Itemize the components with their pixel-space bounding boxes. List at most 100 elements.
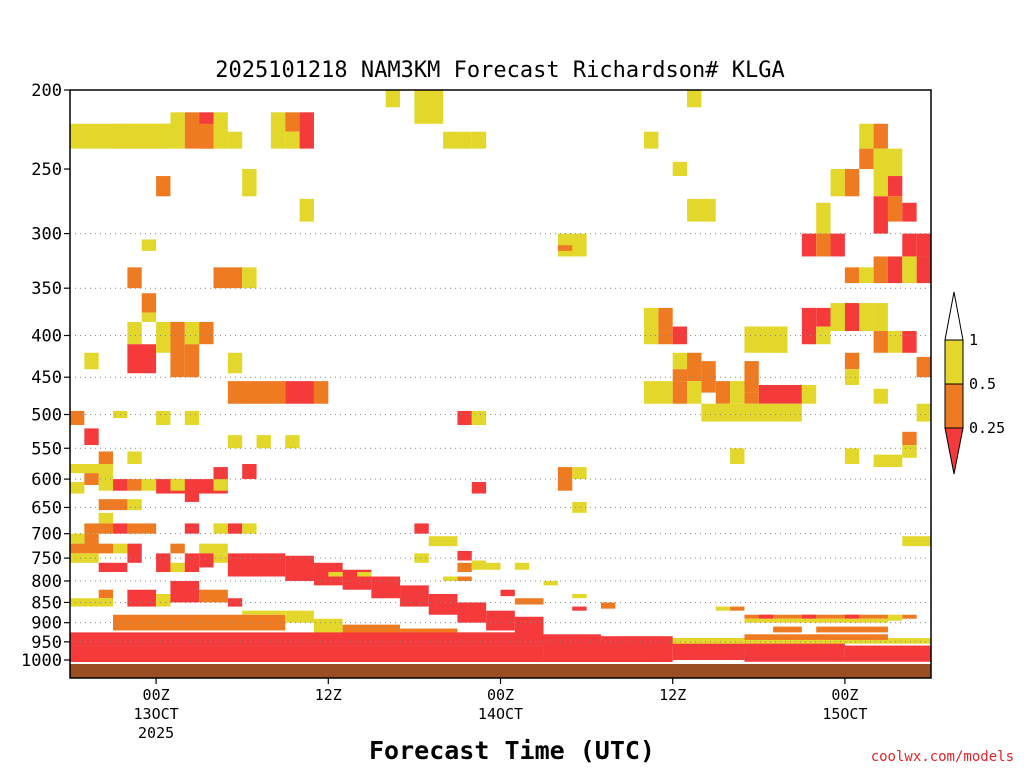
heat-cell	[113, 479, 128, 491]
x-tick-label: 12Z	[315, 686, 342, 704]
y-tick-label: 850	[31, 593, 62, 613]
heat-cell	[313, 618, 343, 635]
heat-cell	[902, 431, 917, 446]
heat-cell	[471, 410, 487, 425]
heat-cell	[672, 369, 688, 382]
heat-cell	[184, 344, 200, 378]
heat-cell	[758, 384, 802, 404]
heat-cell	[98, 562, 128, 573]
heat-cell	[844, 614, 860, 619]
heat-cell	[70, 553, 99, 563]
heat-cell	[127, 267, 142, 289]
heat-cell	[113, 523, 128, 534]
heat-cell	[443, 576, 458, 581]
heat-cell	[170, 543, 185, 554]
heat-cell	[644, 381, 673, 404]
heat-cell	[98, 589, 114, 599]
heatmap-cells	[70, 90, 931, 678]
heat-cell	[299, 112, 314, 149]
colorbar-legend: 1 0.5 0.25	[944, 291, 1005, 475]
heat-cell	[873, 256, 888, 284]
heat-cell	[672, 161, 688, 177]
heat-cell	[557, 233, 587, 257]
heat-cell	[242, 523, 257, 534]
heat-cell	[887, 256, 903, 284]
heat-cell	[801, 384, 817, 404]
heat-cell	[873, 388, 888, 404]
ground-layer	[70, 664, 931, 678]
heat-cell	[902, 256, 917, 284]
heat-cell	[644, 307, 659, 332]
heat-cell	[227, 523, 243, 534]
heat-cell	[500, 589, 515, 597]
heat-cell	[572, 606, 587, 611]
heat-cell	[184, 523, 200, 534]
heat-cell	[687, 90, 702, 108]
heat-cell	[902, 202, 917, 222]
heat-cell	[830, 303, 845, 332]
heat-cell	[816, 307, 831, 327]
heat-cell	[644, 131, 659, 149]
x-axis-label: Forecast Time (UTC)	[369, 736, 655, 765]
x-tick-label: 12Z	[659, 686, 686, 704]
y-tick-label: 550	[31, 439, 62, 459]
heat-cell	[184, 553, 200, 573]
y-tick-label: 500	[31, 406, 62, 426]
heat-cell	[486, 562, 501, 570]
heat-cell	[285, 131, 300, 149]
heat-cell	[285, 610, 314, 623]
colorbar-tick-label: 0.25	[969, 419, 1005, 437]
heat-cell	[801, 307, 817, 345]
heat-cell	[242, 267, 257, 289]
heat-cell	[457, 562, 472, 573]
y-tick-label: 750	[31, 549, 62, 569]
y-tick-label: 650	[31, 498, 62, 518]
heat-cell	[199, 321, 214, 345]
heat-cell	[184, 321, 200, 345]
heat-cell	[227, 131, 243, 149]
heat-cell	[859, 123, 874, 149]
heat-cell	[184, 112, 200, 149]
heat-cell	[572, 467, 587, 480]
heat-cell	[873, 331, 888, 353]
heat-cell	[170, 112, 185, 149]
heat-cell	[213, 267, 243, 289]
heat-cell	[816, 626, 888, 633]
x-tick-label: 00Z	[487, 686, 514, 704]
y-tick-label: 700	[31, 525, 62, 545]
heat-cell	[887, 614, 903, 621]
heat-cell	[70, 543, 114, 554]
heat-cell	[902, 233, 917, 257]
y-tick-label: 600	[31, 470, 62, 490]
colorbar-top-arrow	[944, 291, 964, 341]
heat-cell	[170, 479, 185, 491]
heat-cell	[242, 610, 286, 615]
heat-cell	[744, 634, 888, 640]
heat-cell	[844, 169, 860, 197]
heat-cell	[902, 614, 917, 619]
x-tick-label: 14OCT	[478, 705, 523, 723]
heat-cell	[916, 403, 931, 422]
heat-cell	[672, 638, 931, 644]
heat-cell	[156, 553, 171, 573]
heat-cell	[859, 267, 874, 284]
heat-cell	[859, 148, 874, 170]
colorbar-tick-label: 0.5	[969, 375, 996, 393]
heat-cell	[916, 356, 931, 378]
credit-link[interactable]: coolwx.com/models	[871, 749, 1014, 765]
heat-cell	[70, 660, 673, 662]
heat-cell	[285, 381, 314, 404]
heat-cell	[127, 479, 142, 491]
heat-cell	[672, 352, 688, 370]
heat-cell	[170, 562, 185, 573]
heat-cell	[227, 553, 286, 577]
heat-cell	[816, 233, 831, 257]
heat-cell	[141, 312, 157, 322]
heat-cell	[457, 410, 472, 425]
heat-cell	[902, 445, 917, 458]
heat-cell	[887, 148, 903, 177]
heat-cell	[687, 381, 702, 404]
heat-cell	[113, 543, 128, 554]
heat-cell	[529, 634, 601, 646]
y-tick-label: 250	[31, 160, 62, 180]
